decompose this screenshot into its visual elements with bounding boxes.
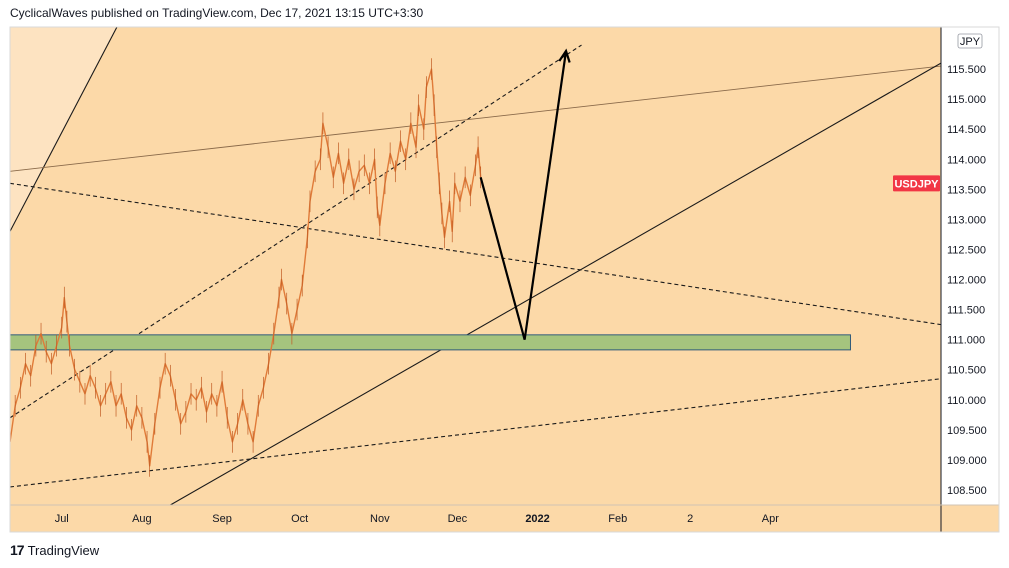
x-tick-label: Apr	[762, 513, 779, 525]
projection-path[interactable]	[479, 50, 568, 340]
price-series-line[interactable]	[10, 68, 482, 467]
price-chart[interactable]: 108.500 109.000 109.500 110.000 110.500 111.0…	[0, 0, 1009, 540]
projection-arrow-icon	[558, 48, 571, 63]
y-tick-label: 114.500	[947, 124, 986, 136]
currency-label-box	[957, 33, 983, 49]
x-tick-label: Aug	[132, 513, 152, 525]
y-tick-label: 111.000	[947, 335, 985, 347]
y-tick-label: 108.500	[947, 485, 987, 497]
support-zone[interactable]	[10, 334, 851, 351]
y-tick-label: 114.000	[947, 154, 986, 166]
y-tick-label: 112.500	[947, 244, 986, 256]
x-tick-label: Nov	[370, 513, 390, 525]
tradingview-logo-icon: 17	[10, 542, 25, 558]
y-tick-label: 109.000	[947, 455, 987, 467]
y-tick-label: 113.500	[947, 184, 986, 196]
x-tick-label: Sep	[212, 513, 232, 525]
x-axis-panel[interactable]	[10, 505, 999, 532]
trendline-5[interactable]	[170, 62, 941, 505]
y-tick-label: 115.000	[947, 94, 986, 106]
symbol-tag[interactable]	[893, 175, 940, 192]
symbol-tag-label: USDJPY	[894, 178, 939, 190]
x-tick-label: Feb	[608, 513, 627, 525]
y-tick-label: 110.500	[947, 365, 986, 377]
footer-brand[interactable]: 17 TradingView	[10, 542, 99, 558]
y-tick-label: 111.500	[947, 305, 985, 317]
currency-label: JPY	[960, 36, 981, 48]
y-tick-label: 109.500	[947, 425, 987, 437]
trendline-6[interactable]	[10, 378, 941, 488]
trendline-4[interactable]	[10, 182, 941, 326]
trendline-3[interactable]	[10, 65, 941, 172]
x-tick-label: Dec	[448, 513, 468, 525]
x-tick-label: 2	[687, 513, 693, 525]
x-tick-label: Oct	[291, 513, 308, 525]
y-tick-label: 113.000	[947, 214, 986, 226]
publish-header: CyclicalWaves published on TradingView.c…	[10, 6, 424, 20]
footer-brand-name: TradingView	[27, 542, 100, 558]
plot-background	[10, 27, 941, 505]
trendline-1[interactable]	[10, 9, 126, 232]
y-tick-label: 110.000	[947, 395, 986, 407]
y-axis-panel[interactable]	[941, 27, 999, 505]
y-tick-label: 112.000	[947, 275, 986, 287]
x-tick-label: Jul	[55, 513, 69, 525]
y-tick-label: 115.500	[947, 64, 986, 76]
x-tick-label: 2022	[525, 513, 549, 525]
chart-border	[9, 26, 1000, 533]
trendline-2[interactable]	[10, 44, 582, 419]
